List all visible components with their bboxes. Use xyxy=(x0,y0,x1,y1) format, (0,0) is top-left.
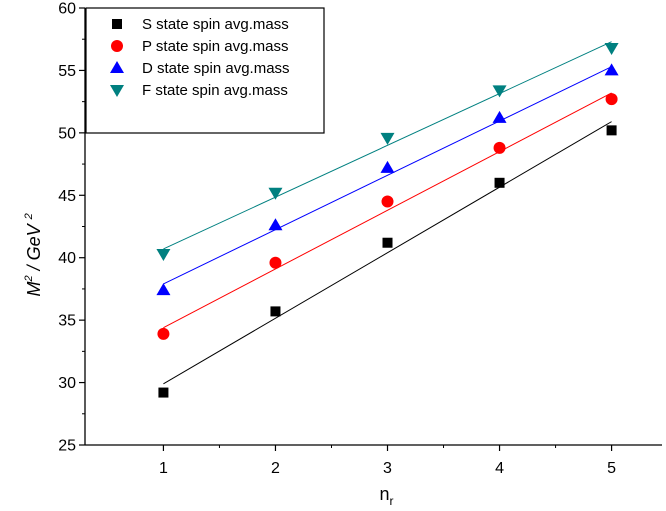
y-tick-label: 45 xyxy=(58,188,76,205)
legend-label: S state spin avg.mass xyxy=(142,16,289,33)
y-tick-label: 50 xyxy=(58,125,76,142)
legend-marker-triangle-down xyxy=(110,85,124,97)
data-point-triangle-down xyxy=(268,187,283,200)
legend-label: D state spin avg.mass xyxy=(142,60,290,77)
fit-line-triangle-up xyxy=(163,66,612,285)
legend-marker-square xyxy=(112,19,122,29)
x-tick-label: 3 xyxy=(383,460,392,477)
data-point-triangle-down xyxy=(156,248,171,261)
legend-box xyxy=(85,7,325,134)
data-point-square xyxy=(606,125,617,136)
data-point-triangle-down xyxy=(380,132,395,145)
data-point-triangle-down xyxy=(492,85,507,98)
data-point-circle xyxy=(157,327,170,340)
data-point-circle xyxy=(605,93,618,106)
data-point-circle xyxy=(381,195,394,208)
axis-labels: nr M2 / GeV 2 xyxy=(23,213,394,508)
y-tick-label: 40 xyxy=(58,250,76,267)
legend-marker-triangle-up xyxy=(110,61,124,73)
y-tick-label: 35 xyxy=(58,313,76,330)
y-axis-label: M2 / GeV 2 xyxy=(23,213,44,296)
y-tick-label: 25 xyxy=(58,438,76,455)
data-point-circle xyxy=(493,141,506,154)
data-point-square xyxy=(382,237,393,248)
data-markers xyxy=(156,42,619,398)
x-tick-label: 2 xyxy=(271,460,280,477)
data-point-triangle-up xyxy=(492,110,507,123)
data-point-triangle-up xyxy=(604,63,619,76)
data-point-triangle-up xyxy=(268,218,283,231)
fit-line-square xyxy=(163,121,612,385)
data-point-triangle-up xyxy=(380,160,395,173)
fit-line-circle xyxy=(163,92,612,329)
x-axis-label: nr xyxy=(380,484,394,508)
legend: S state spin avg.mass P state spin avg.ma… xyxy=(85,7,325,134)
x-tick-label: 1 xyxy=(159,460,168,477)
y-tick-label: 30 xyxy=(58,375,76,392)
x-tick-label: 4 xyxy=(495,460,504,477)
data-point-square xyxy=(158,387,169,398)
data-point-circle xyxy=(269,256,282,269)
fit-line-triangle-down xyxy=(163,41,612,250)
data-point-square xyxy=(494,177,505,188)
legend-label: P state spin avg.mass xyxy=(142,38,288,55)
data-point-triangle-down xyxy=(604,42,619,55)
y-tick-label: 60 xyxy=(58,1,76,18)
fit-lines xyxy=(163,41,612,385)
data-point-triangle-up xyxy=(156,283,171,296)
legend-marker-circle xyxy=(111,40,123,52)
x-tick-label: 5 xyxy=(607,460,616,477)
y-tick-label: 55 xyxy=(58,63,76,80)
data-point-square xyxy=(270,306,281,317)
legend-label: F state spin avg.mass xyxy=(142,82,288,99)
